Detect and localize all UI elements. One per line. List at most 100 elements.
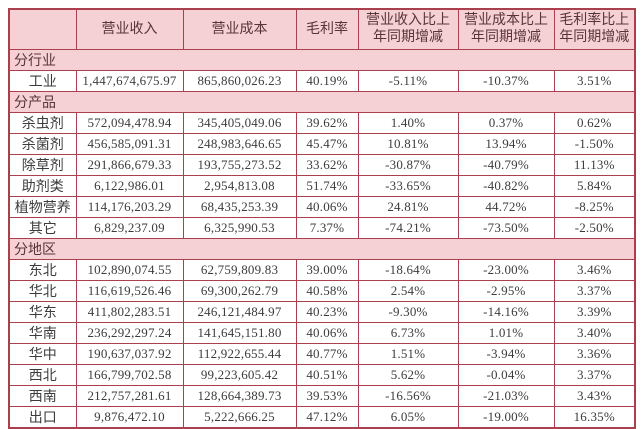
cell: 40.19% (295, 69, 359, 92)
section-label: 分行业 (8, 48, 636, 71)
cell: 40.58% (295, 279, 359, 302)
cell: 3.43% (553, 384, 636, 407)
cell: 114,176,203.29 (75, 195, 184, 218)
row-label: 华南 (8, 321, 77, 344)
cell: 6.05% (357, 405, 459, 428)
cell: -23.00% (457, 258, 555, 281)
cell: 33.62% (295, 153, 359, 176)
cell: 5,222,666.25 (182, 405, 297, 428)
cell: 193,755,273.52 (182, 153, 297, 176)
cell: 456,585,091.31 (75, 132, 184, 155)
row-label: 除草剂 (8, 153, 77, 176)
cell: 7.37% (295, 216, 359, 239)
table-row: 东北 102,890,074.55 62,759,809.83 39.00% -18.6… (8, 258, 636, 281)
cell: 116,619,526.46 (75, 279, 184, 302)
header-cell-blank (8, 8, 77, 50)
cell: 39.00% (295, 258, 359, 281)
header-cell-cost-yoy: 营业成本比上年同期增减 (457, 8, 555, 50)
table-row: 出口 9,876,472.10 5,222,666.25 47.12% 6.05% -19… (8, 405, 636, 428)
segment-financials-table: 营业收入 营业成本 毛利率 营业收入比上年同期增减 营业成本比上年同期增减 毛利… (8, 8, 636, 429)
header-cell-revenue: 营业收入 (75, 8, 184, 50)
row-label: 出口 (8, 405, 77, 428)
cell: -8.25% (553, 195, 636, 218)
row-label: 西北 (8, 363, 77, 386)
row-label: 其它 (8, 216, 77, 239)
cell: 69,300,262.79 (182, 279, 297, 302)
row-label: 西南 (8, 384, 77, 407)
table-row: 杀虫剂 572,094,478.94 345,405,049.06 39.62% 1.4… (8, 111, 636, 134)
section-row: 分行业 (8, 48, 636, 71)
table-row: 植物营养 114,176,203.29 68,435,253.39 40.06% 24.… (8, 195, 636, 218)
cell: 9,876,472.10 (75, 405, 184, 428)
cell: 6,325,990.53 (182, 216, 297, 239)
header-cell-margin-yoy: 毛利率比上年同期增减 (553, 8, 636, 50)
cell: 6,122,986.01 (75, 174, 184, 197)
section-label: 分产品 (8, 90, 636, 113)
cell: -21.03% (457, 384, 555, 407)
row-label: 华中 (8, 342, 77, 365)
cell: 45.47% (295, 132, 359, 155)
table-row: 杀菌剂 456,585,091.31 248,983,646.65 45.47% 10.… (8, 132, 636, 155)
cell: 10.81% (357, 132, 459, 155)
cell: 5.62% (357, 363, 459, 386)
cell: 141,645,151.80 (182, 321, 297, 344)
cell: 6,829,237.09 (75, 216, 184, 239)
cell: -1.50% (553, 132, 636, 155)
cell: 291,866,679.33 (75, 153, 184, 176)
cell: -10.37% (457, 69, 555, 92)
cell: -40.79% (457, 153, 555, 176)
cell: -19.00% (457, 405, 555, 428)
cell: 3.37% (553, 363, 636, 386)
header-cell-gross-margin: 毛利率 (295, 8, 359, 50)
cell: 16.35% (553, 405, 636, 428)
cell: 102,890,074.55 (75, 258, 184, 281)
cell: -73.50% (457, 216, 555, 239)
cell: 5.84% (553, 174, 636, 197)
cell: 2,954,813.08 (182, 174, 297, 197)
row-label: 东北 (8, 258, 77, 281)
cell: 236,292,297.24 (75, 321, 184, 344)
section-row: 分地区 (8, 237, 636, 260)
row-label: 工业 (8, 69, 77, 92)
cell: -2.95% (457, 279, 555, 302)
cell: 99,223,605.42 (182, 363, 297, 386)
cell: 40.06% (295, 321, 359, 344)
table-row: 工业 1,447,674,675.97 865,860,026.23 40.19% -5… (8, 69, 636, 92)
cell: 24.81% (357, 195, 459, 218)
cell: 40.77% (295, 342, 359, 365)
cell: -2.50% (553, 216, 636, 239)
table-row: 其它 6,829,237.09 6,325,990.53 7.37% -74.21% -7… (8, 216, 636, 239)
row-label: 华北 (8, 279, 77, 302)
cell: 3.39% (553, 300, 636, 323)
table-row: 西南 212,757,281.61 128,664,389.73 39.53% -16.… (8, 384, 636, 407)
row-label: 杀虫剂 (8, 111, 77, 134)
cell: 248,983,646.65 (182, 132, 297, 155)
row-label: 杀菌剂 (8, 132, 77, 155)
cell: -18.64% (357, 258, 459, 281)
cell: 2.54% (357, 279, 459, 302)
cell: 128,664,389.73 (182, 384, 297, 407)
cell: -30.87% (357, 153, 459, 176)
cell: 3.46% (553, 258, 636, 281)
table-row: 华南 236,292,297.24 141,645,151.80 40.06% 6.73… (8, 321, 636, 344)
section-label: 分地区 (8, 237, 636, 260)
cell: 3.40% (553, 321, 636, 344)
cell: 212,757,281.61 (75, 384, 184, 407)
cell: 62,759,809.83 (182, 258, 297, 281)
cell: 39.62% (295, 111, 359, 134)
cell: 572,094,478.94 (75, 111, 184, 134)
cell: 11.13% (553, 153, 636, 176)
cell: -5.11% (357, 69, 459, 92)
cell: 13.94% (457, 132, 555, 155)
table-row: 助剂类 6,122,986.01 2,954,813.08 51.74% -33.65%… (8, 174, 636, 197)
cell: -16.56% (357, 384, 459, 407)
cell: 44.72% (457, 195, 555, 218)
cell: 39.53% (295, 384, 359, 407)
cell: 246,121,484.97 (182, 300, 297, 323)
cell: 40.06% (295, 195, 359, 218)
row-label: 助剂类 (8, 174, 77, 197)
page: 营业收入 营业成本 毛利率 营业收入比上年同期增减 营业成本比上年同期增减 毛利… (8, 8, 636, 429)
cell: 40.51% (295, 363, 359, 386)
row-label: 华东 (8, 300, 77, 323)
section-row: 分产品 (8, 90, 636, 113)
